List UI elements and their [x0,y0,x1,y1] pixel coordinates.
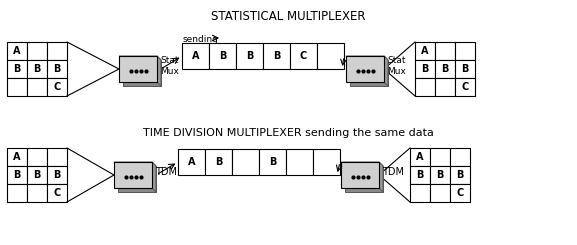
Bar [27,78,47,96]
Text: TIME DIVISION MULTIPLEXER sending the same data: TIME DIVISION MULTIPLEXER sending the sa… [143,128,434,138]
Bar [47,78,67,96]
Bar [313,149,340,175]
Text: B: B [219,51,226,61]
Bar [27,184,47,202]
Text: A: A [421,46,429,56]
Text: B: B [53,64,61,74]
Text: B: B [246,51,253,61]
Bar [410,184,430,202]
Bar [182,43,209,69]
Bar [455,60,475,78]
Text: B: B [215,157,222,167]
Polygon shape [346,56,384,82]
Bar [27,60,47,78]
Bar [430,184,450,202]
Bar [27,148,47,166]
Bar [7,42,27,60]
Bar [205,149,232,175]
Polygon shape [157,56,161,86]
Polygon shape [114,162,156,166]
Bar [7,60,27,78]
Text: A: A [188,157,195,167]
Text: Stat
Mux: Stat Mux [387,56,406,76]
Bar [415,60,435,78]
Text: C: C [300,51,307,61]
Bar [259,149,286,175]
Bar [286,149,313,175]
Bar [7,78,27,96]
Text: B: B [13,64,21,74]
Polygon shape [123,60,161,86]
Text: B: B [417,170,424,180]
Text: B: B [53,170,61,180]
Bar [47,60,67,78]
Polygon shape [384,56,388,86]
Polygon shape [346,56,388,60]
Polygon shape [118,166,156,192]
Bar [430,166,450,184]
Text: B: B [273,51,280,61]
Bar [7,148,27,166]
Bar [317,43,344,69]
Bar [47,166,67,184]
Polygon shape [341,162,383,166]
Text: sending: sending [183,35,219,44]
Bar [178,149,205,175]
Text: A: A [13,152,21,162]
Bar [7,184,27,202]
Bar [450,148,470,166]
Polygon shape [114,162,152,188]
Text: B: B [436,170,444,180]
Text: STATISTICAL MULTIPLEXER: STATISTICAL MULTIPLEXER [211,10,366,23]
Bar [236,43,263,69]
Text: TDM: TDM [382,167,404,177]
Text: A: A [192,51,199,61]
Bar [7,166,27,184]
Bar [430,148,450,166]
Bar [209,43,236,69]
Text: B: B [421,64,429,74]
Text: B: B [456,170,464,180]
Bar [47,148,67,166]
Text: TDM: TDM [155,167,177,177]
Bar [410,166,430,184]
Text: B: B [269,157,276,167]
Text: B: B [462,64,469,74]
Bar [450,166,470,184]
Polygon shape [341,162,379,188]
Text: C: C [456,188,464,198]
Bar [47,42,67,60]
Bar [455,42,475,60]
Bar [415,42,435,60]
Polygon shape [350,60,388,86]
Text: B: B [33,64,41,74]
Bar [232,149,259,175]
Bar [435,42,455,60]
Bar [435,60,455,78]
Text: B: B [33,170,41,180]
Text: C: C [54,82,61,92]
Bar [27,166,47,184]
Bar [263,43,290,69]
Text: B: B [13,170,21,180]
Polygon shape [379,162,383,192]
Bar [435,78,455,96]
Bar [415,78,435,96]
Bar [47,184,67,202]
Text: Stat
Mux: Stat Mux [160,56,179,76]
Bar [27,42,47,60]
Bar [290,43,317,69]
Text: A: A [416,152,424,162]
Polygon shape [152,162,156,192]
Bar [455,78,475,96]
Bar [410,148,430,166]
Bar [450,184,470,202]
Polygon shape [119,56,157,82]
Polygon shape [119,56,161,60]
Polygon shape [345,166,383,192]
Text: C: C [462,82,469,92]
Text: B: B [441,64,449,74]
Text: C: C [54,188,61,198]
Text: A: A [13,46,21,56]
